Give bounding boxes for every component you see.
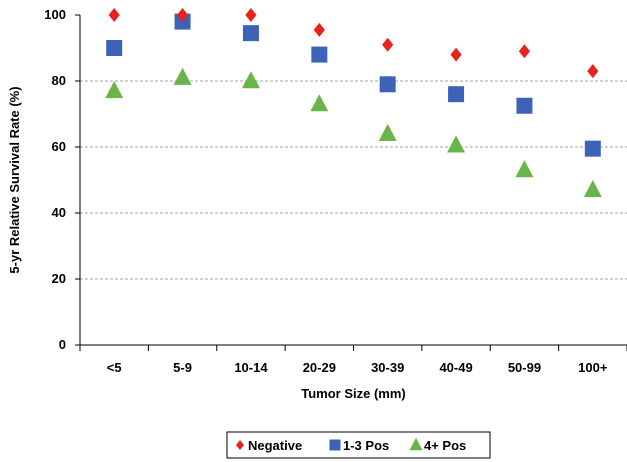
legend-label: Negative (248, 438, 302, 453)
point-square (242, 25, 259, 42)
legend: Negative 1-3 Pos 4+ Pos (226, 431, 491, 459)
point-triangle (378, 123, 397, 141)
legend-label: 1-3 Pos (343, 438, 389, 453)
point-diamond (518, 44, 531, 59)
y-tick-label: 20 (52, 271, 66, 286)
point-diamond (313, 22, 325, 37)
point-square (106, 40, 123, 56)
y-axis-title: 5-yr Relative Survival Rate (%) (7, 86, 22, 273)
point-square (379, 76, 396, 93)
grid-lines (80, 80, 627, 280)
point-square (584, 140, 601, 157)
x-tick-label: 100+ (578, 360, 608, 375)
point-triangle (105, 81, 124, 99)
legend-label: 4+ Pos (424, 438, 466, 453)
legend-triangle-marker (409, 437, 423, 451)
legend-square-marker (329, 439, 341, 451)
y-tick-label: 0 (59, 337, 66, 352)
point-diamond (382, 37, 394, 52)
point-diamond (450, 47, 462, 62)
y-tick-label: 80 (52, 73, 66, 88)
y-tick-label: 100 (44, 7, 66, 22)
data-points (105, 8, 602, 198)
point-triangle (173, 67, 192, 85)
x-tick-label: 30-39 (371, 360, 404, 375)
point-diamond (176, 8, 189, 22)
point-diamond (245, 8, 257, 22)
legend-box (226, 431, 491, 459)
x-tick-label: <5 (107, 360, 122, 375)
y-tick-label: 40 (52, 205, 66, 220)
point-square (516, 97, 533, 114)
x-axis-title: Tumor Size (mm) (301, 386, 406, 401)
x-tick-label: 5-9 (173, 360, 192, 375)
point-triangle (583, 180, 602, 198)
x-tick-label: 50-99 (508, 360, 541, 375)
y-tick-label: 60 (52, 139, 66, 154)
x-tick-label: 40-49 (439, 360, 472, 375)
point-triangle (310, 94, 329, 112)
point-triangle (447, 135, 466, 153)
y-tick-labels: 0 20 40 60 80 100 (44, 7, 80, 352)
point-square (311, 46, 328, 63)
legend-diamond-marker (236, 440, 244, 450)
point-square (448, 86, 465, 103)
point-diamond (587, 64, 599, 79)
point-triangle (515, 160, 534, 178)
x-tick-label: 10-14 (234, 360, 268, 375)
x-tick-labels: <5 5-9 10-14 20-29 30-39 40-49 50-99 100+ (79, 345, 627, 375)
point-diamond (108, 8, 120, 22)
point-triangle (241, 71, 260, 89)
x-tick-label: 20-29 (303, 360, 336, 375)
